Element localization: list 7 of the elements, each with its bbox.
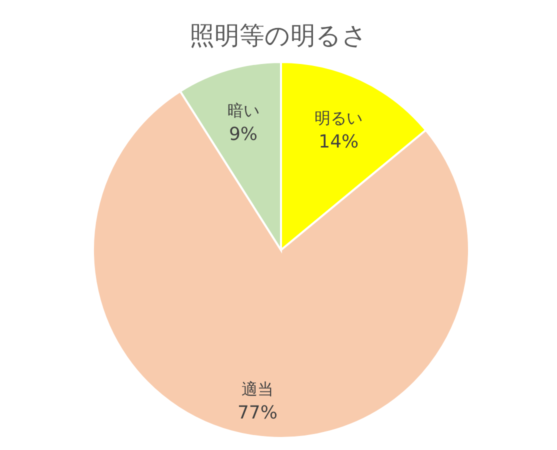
data-label: 9% xyxy=(228,124,258,146)
slice-label: 適当 xyxy=(241,380,274,399)
slice-label: 暗い xyxy=(227,101,260,120)
data-label: 14% xyxy=(318,132,359,153)
chart-title: 照明等の明るさ xyxy=(190,21,368,50)
data-label: 77% xyxy=(237,402,278,424)
slice-label: 明るい xyxy=(314,108,363,128)
